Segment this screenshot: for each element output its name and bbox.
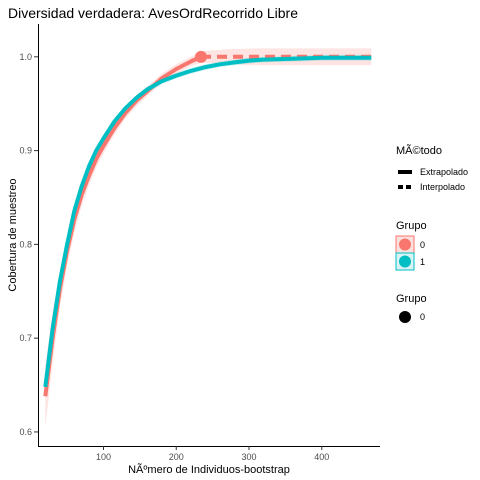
x-axis-title: NÃºmero de Individuos-bootstrap	[128, 463, 290, 476]
x-tick-label: 100	[96, 452, 111, 462]
legend-grupo-point-1	[399, 255, 411, 268]
legend-method-label-interpolado: Interpolado	[420, 182, 465, 192]
legend-grupo-shape-title: Grupo	[396, 293, 427, 305]
x-ticks: 100 200 300 400	[96, 446, 329, 462]
legend-grupo-point-0	[399, 238, 411, 251]
legend-method-label-extrapolado: Extrapolado	[420, 167, 468, 177]
legend-method: MÃ©todo Extrapolado Interpolado	[396, 144, 468, 192]
confidence-bands	[45, 48, 372, 428]
reference-point-series-0	[194, 50, 207, 63]
legend-grupo-color: Grupo 0 1	[395, 220, 427, 271]
series-lines	[43, 54, 372, 397]
y-tick-label: 0.6	[19, 427, 32, 437]
line-interpolated-series-1	[43, 57, 264, 388]
plot-axes	[38, 24, 380, 447]
x-tick-label: 300	[242, 452, 257, 462]
legend-grupo-label-1: 1	[420, 257, 425, 267]
line-interpolated-series-0	[43, 54, 202, 397]
legend-grupo-title: Grupo	[396, 220, 427, 232]
band-interpolated-series-1	[45, 56, 264, 399]
line-extrapolated-series-1	[263, 55, 372, 62]
legend-grupo-shape-point-0	[399, 311, 411, 323]
y-tick-label: 0.7	[19, 333, 32, 343]
reference-points	[194, 50, 207, 63]
legend-method-title: MÃ©todo	[396, 144, 442, 157]
y-tick-label: 0.8	[19, 239, 32, 249]
y-ticks: 0.6 0.7 0.8 0.9 1.0	[19, 52, 38, 437]
y-axis-title: Cobertura de muestreo	[7, 178, 19, 291]
chart-title: Diversidad verdadera: AvesOrdRecorrido L…	[8, 5, 298, 21]
y-tick-label: 1.0	[19, 52, 32, 62]
legend-grupo-label-0: 0	[420, 240, 425, 250]
y-tick-label: 0.9	[19, 146, 32, 156]
x-tick-label: 200	[169, 452, 184, 462]
x-tick-label: 400	[314, 452, 329, 462]
legend-grupo-shape-label-0: 0	[420, 312, 425, 322]
legend-grupo-shape: Grupo 0	[396, 293, 427, 323]
